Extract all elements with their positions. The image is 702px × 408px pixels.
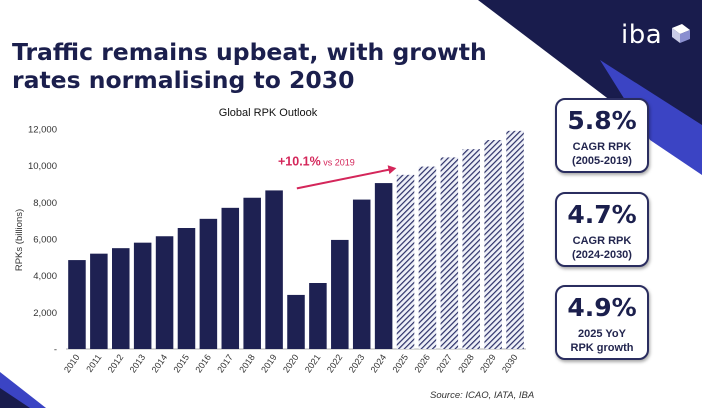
bar-2016 — [199, 218, 218, 349]
x-tick-label: 2020 — [281, 352, 301, 374]
iba-logo-icon — [672, 24, 690, 43]
stat-label-line1: CAGR RPK — [572, 235, 632, 247]
slide-title: Traffic remains upbeat, with growth rate… — [12, 38, 487, 94]
bar-2015 — [177, 228, 196, 349]
x-tick-label: 2021 — [303, 352, 323, 374]
annotation-arrow-head — [387, 165, 397, 175]
bar-2022 — [331, 239, 349, 349]
bar-2021 — [309, 283, 327, 349]
y-axis-label: RPKs (billions) — [14, 209, 25, 271]
forecast-bar-2026 — [418, 166, 437, 349]
iba-logo-text: iba — [621, 20, 663, 50]
stat-card-cagr-2024-2030: 4.7% CAGR RPK (2024-2030) — [555, 192, 649, 267]
bar-2012 — [112, 248, 130, 349]
annotation-arrow-line — [296, 168, 390, 190]
stat-label-line2: (2005-2019) — [572, 155, 632, 167]
bar-2024 — [374, 183, 393, 349]
x-tick-label: 2014 — [150, 352, 170, 374]
x-tick-label: 2025 — [390, 352, 410, 374]
stat-card-cagr-2005-2019: 5.8% CAGR RPK (2005-2019) — [555, 98, 649, 173]
x-tick-label: 2026 — [412, 352, 432, 374]
y-tick-label: 4,000 — [33, 271, 57, 282]
chart-title: Global RPK Outlook — [219, 107, 318, 119]
bar-2011 — [90, 253, 108, 349]
stat-value: 5.8% — [567, 106, 637, 135]
x-tick-label: 2024 — [369, 352, 389, 374]
x-tick-label: 2018 — [237, 352, 257, 374]
x-tick-label: 2019 — [259, 352, 279, 374]
forecast-bar-2030 — [506, 130, 524, 349]
forecast-bar-2025 — [396, 174, 415, 349]
stat-label-line1: CAGR RPK — [572, 141, 632, 153]
y-tick-label: - — [54, 345, 57, 356]
x-tick-label: 2016 — [193, 352, 213, 374]
bar-2020 — [287, 294, 305, 349]
x-tick-label: 2023 — [347, 352, 367, 374]
x-tick-label: 2012 — [106, 352, 126, 374]
bar-2013 — [133, 242, 152, 349]
annotation-suffix: vs 2019 — [321, 157, 355, 167]
annotation-value: +10.1% — [278, 154, 321, 168]
x-tick-label: 2027 — [434, 352, 454, 374]
x-tick-label: 2010 — [62, 352, 82, 374]
forecast-bar-2028 — [462, 149, 480, 349]
y-tick-label: 8,000 — [33, 198, 57, 209]
stat-value: 4.9% — [567, 293, 637, 322]
x-tick-label: 2017 — [215, 352, 235, 374]
x-tick-label: 2022 — [325, 352, 345, 374]
bar-2018 — [243, 197, 261, 349]
stat-label-line1: 2025 YoY — [578, 328, 626, 340]
x-tick-label: 2013 — [128, 352, 148, 374]
bottom-left-blue-stripe — [0, 372, 46, 408]
stat-label-line2: RPK growth — [570, 342, 634, 354]
x-tick-label: 2028 — [456, 352, 476, 374]
x-tick-label: 2015 — [171, 352, 191, 374]
bar-2014 — [155, 236, 174, 349]
forecast-bar-2029 — [484, 140, 502, 349]
bar-2017 — [221, 207, 240, 349]
source-note: Source: ICAO, IATA, IBA — [430, 390, 535, 401]
stat-value: 4.7% — [567, 200, 637, 229]
y-tick-label: 2,000 — [33, 308, 57, 319]
annotation-label: +10.1% vs 2019 — [278, 154, 355, 168]
y-tick-label: 6,000 — [33, 235, 57, 246]
y-tick-label: 10,000 — [28, 161, 57, 172]
stat-card-2025-yoy: 4.9% 2025 YoY RPK growth — [555, 285, 649, 360]
bar-2023 — [352, 199, 371, 349]
x-tick-label: 2030 — [500, 352, 520, 374]
stat-label-line2: (2024-2030) — [572, 249, 632, 261]
forecast-bar-2027 — [440, 157, 459, 349]
top-right-blue-stripe — [600, 60, 702, 175]
bar-2019 — [265, 190, 283, 349]
bar-2010 — [68, 260, 86, 349]
y-tick-label: 12,000 — [28, 125, 57, 136]
x-tick-label: 2011 — [84, 352, 103, 374]
x-tick-label: 2029 — [478, 352, 498, 374]
